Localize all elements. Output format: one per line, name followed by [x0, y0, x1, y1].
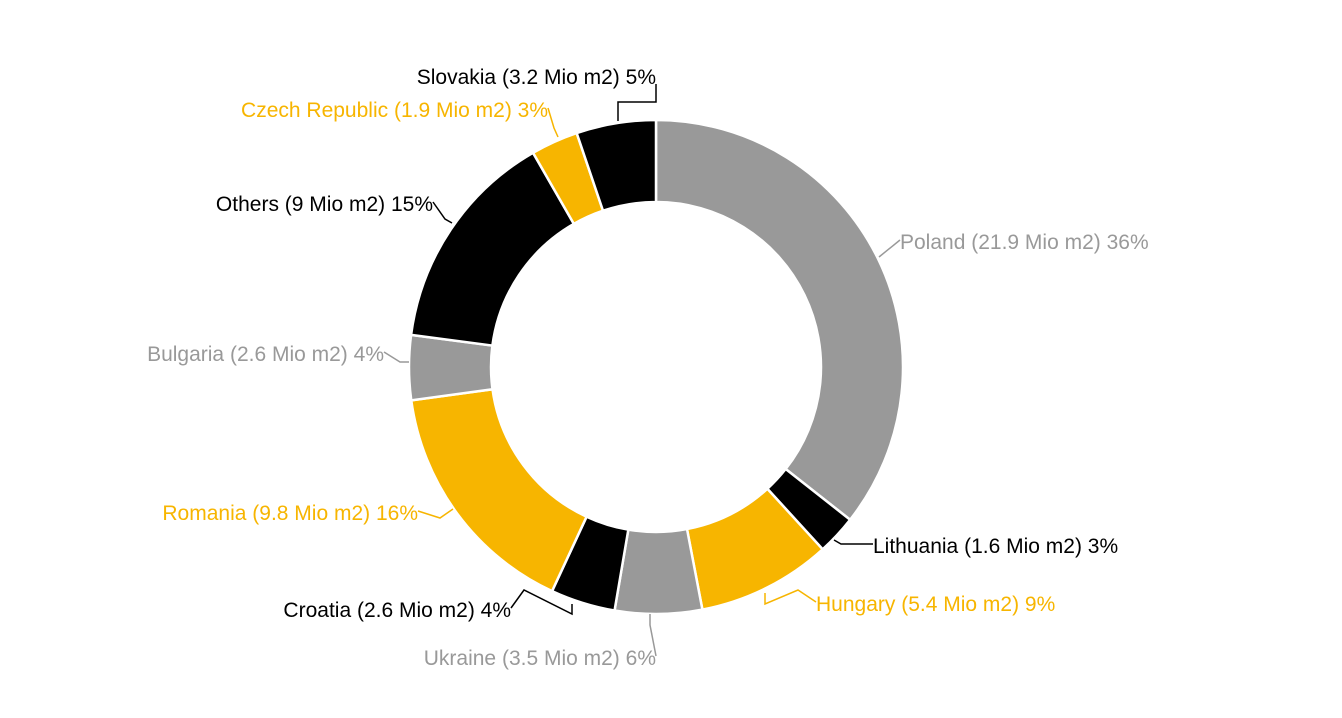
leader-line-ukraine [649, 614, 657, 657]
data-label-croatia: Croatia (2.6 Mio m2) 4% [283, 599, 511, 622]
slices-layer [407, 118, 905, 616]
slice-poland [654, 118, 905, 522]
leader-line-romania [417, 508, 454, 519]
leader-line-others [432, 201, 453, 224]
data-label-ukraine: Ukraine (3.5 Mio m2) 6% [424, 647, 656, 670]
data-label-bulgaria: Bulgaria (2.6 Mio m2) 4% [147, 343, 384, 366]
leader-line-bulgaria [383, 351, 409, 363]
leader-line-lithuania [833, 539, 873, 545]
labels-layer: Poland (21.9 Mio m2) 36% Lithuania (1.6 M… [147, 66, 1149, 670]
slice-ukraine [613, 527, 704, 616]
data-label-hungary: Hungary (5.4 Mio m2) 9% [816, 593, 1055, 616]
data-label-others: Others (9 Mio m2) 15% [216, 193, 433, 216]
data-label-slovakia: Slovakia (3.2 Mio m2) 5% [417, 66, 656, 89]
leader-line-croatia [510, 589, 573, 616]
leader-line-poland [878, 239, 901, 258]
leader-line-hungary [764, 589, 817, 606]
leader-line-czech-republic [547, 107, 559, 138]
slice-romania [409, 387, 589, 593]
slice-slovakia [575, 118, 658, 213]
data-label-romania: Romania (9.8 Mio m2) 16% [162, 502, 418, 525]
data-label-lithuania: Lithuania (1.6 Mio m2) 3% [873, 535, 1118, 558]
data-label-czech-republic: Czech Republic (1.9 Mio m2) 3% [241, 99, 548, 122]
leader-line-slovakia [617, 84, 657, 121]
leader-lines-layer [383, 84, 901, 657]
data-label-poland: Poland (21.9 Mio m2) 36% [900, 231, 1149, 254]
